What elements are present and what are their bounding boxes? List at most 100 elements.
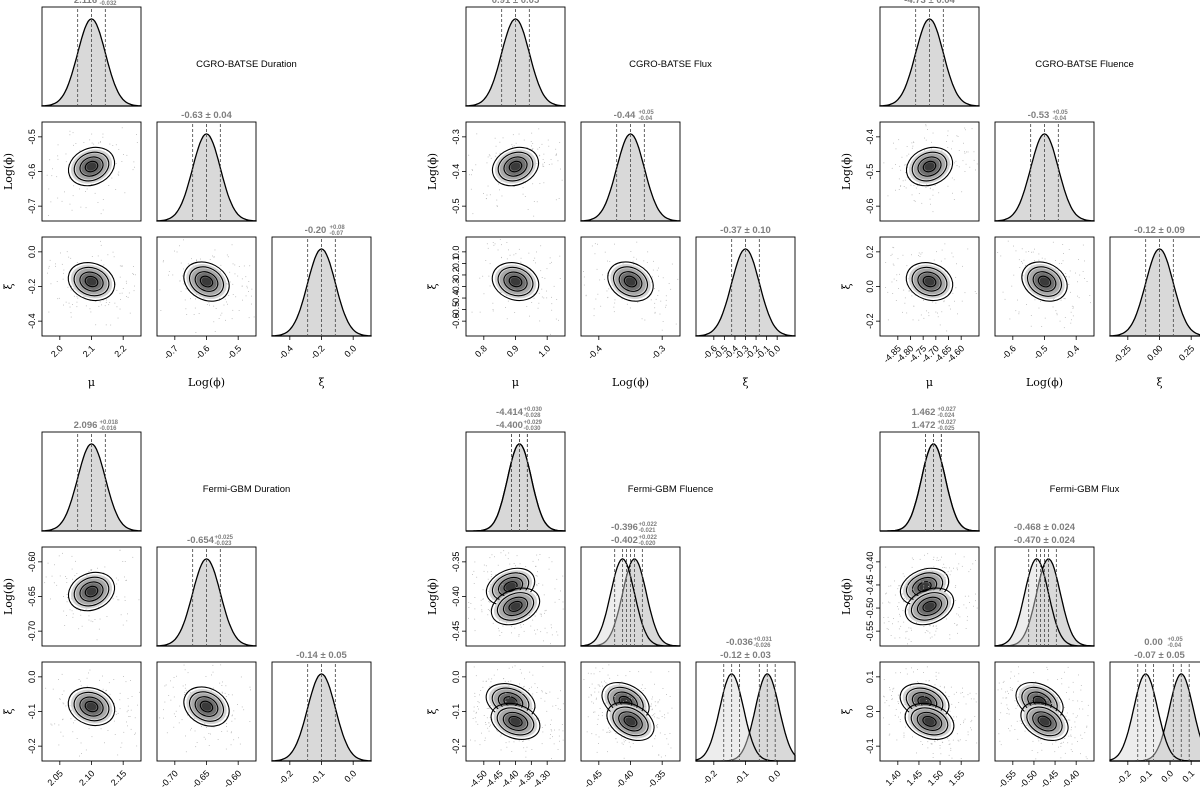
panel-4-cell-2-0-a-sample	[485, 722, 486, 723]
panel-4-cell-2-1-b-sample	[610, 708, 611, 710]
panel-5-cell-2-1-b-sample	[1035, 688, 1037, 690]
panel-5-cell-2-1-a-sample	[1006, 704, 1008, 706]
panel-5-cell-2-1-a-sample	[1061, 683, 1063, 685]
panel-3-cell-1-0-sample	[71, 610, 73, 612]
panel-0-cell-1-0-sample	[46, 174, 48, 176]
panel-2-cell-2-1-sample	[1055, 260, 1056, 261]
panel-0-cell-2-1-sample	[159, 289, 161, 291]
panel-1-cell-1-1: -0.44 +0.05-0.04	[580, 110, 681, 222]
panel-3-cell-2-0-sample	[100, 728, 102, 730]
panel-2-cell-1-0-sample	[957, 136, 959, 137]
panel-3-cell-2-0-sample	[88, 728, 90, 730]
panel-5-cell-2-1-b-sample	[1058, 746, 1059, 748]
panel-2-cell-1-0-sample	[962, 160, 964, 162]
panel-5-cell-2-1-b-contour-3	[1037, 715, 1052, 728]
panel-3-cell-1-0-sample	[104, 566, 106, 568]
panel-4-cell-1-0-b-sample	[472, 574, 473, 575]
panel-4-cell-1-0-b-sample	[536, 594, 538, 596]
panel-4-cell-2-1-b-sample	[646, 710, 647, 712]
panel-4-cell-2-0-b-sample	[474, 717, 476, 719]
panel-1-cell-1-0-sample	[536, 201, 538, 203]
panel-4-cell-2-1-a-sample	[656, 717, 658, 719]
panel-2-cell-1-0-sample	[951, 148, 952, 150]
panel-4-cell-1-0-a-sample	[494, 556, 495, 558]
panel-1-cell-0-0: 0.91 ± 0.05	[465, 0, 566, 107]
panel-0-cell-2-1-sample	[229, 281, 231, 283]
panel-1-cell-2-0-sample	[543, 297, 545, 299]
panel-2-cell-1-0-sample	[965, 129, 966, 131]
panel-3-cell-2-1-sample	[228, 694, 230, 696]
panel-4-cell-2-1-b-sample	[598, 714, 600, 716]
panel-3-cell-2-1-sample	[226, 723, 227, 724]
panel-2-cell-1-0-sample	[921, 202, 923, 204]
panel-3-cell-2-1-sample	[224, 720, 225, 722]
panel-5-cell-2-0-a-sample	[917, 681, 918, 683]
panel-4-cell-1-0-b-sample	[558, 599, 560, 600]
panel-5-cell-1-0-b-sample	[963, 604, 965, 606]
panel-5-cell-2-1-b-sample	[1001, 688, 1003, 690]
panel-2-cell-2-0-contour-3	[922, 275, 937, 288]
panel-1-cell-2-1-sample	[668, 283, 670, 284]
panel-1-cell-1-0-sample	[472, 213, 474, 215]
panel-4-cell-2-1-b-sample	[666, 738, 668, 740]
panel-3-cell-2-1-sample	[181, 719, 183, 721]
panel-1-cell-1-0-sample	[527, 209, 529, 210]
panel-3-cell-2-0-contour-2	[79, 696, 104, 717]
panel-1-cell-1-0-sample	[542, 159, 544, 160]
panel-4-cell-0-0-a-annotation-plus: +0.030	[524, 407, 543, 413]
panel-1-cell-1-0-sample	[511, 144, 513, 146]
panel-4-cell-2-0-a-sample	[549, 691, 551, 693]
panel-1-cell-2-1-sample	[633, 256, 635, 258]
panel-3-cell-2-0-sample	[61, 673, 63, 675]
panel-1-cell-2-0-sample	[499, 291, 501, 293]
panel-3-cell-2-0-sample	[134, 717, 136, 719]
panel-1-cell-2-0-sample	[541, 296, 543, 298]
panel-4-cell-2-1-b-sample	[628, 690, 629, 691]
panel-4-cell-1-0-b-contour-2	[502, 596, 529, 617]
panel-4-cell-2-0-b-sample	[507, 697, 509, 699]
panel-0-cell-2-1-sample	[195, 298, 196, 300]
panel-0-cell-2-1-sample	[231, 318, 233, 320]
panel-2-cell-2-1-sample	[1000, 255, 1002, 257]
panel-4-cell-2-1-b-sample	[658, 717, 660, 719]
panel-4-cell-2-1-b-sample	[638, 696, 640, 698]
panel-5-cell-2-1-b-sample	[1071, 743, 1073, 745]
panel-2-cell-2-1-sample	[1044, 258, 1046, 260]
panel-5-cell-2-0-a-sample	[934, 684, 936, 686]
panel-4-cell-1-0-b-sample	[562, 601, 564, 603]
panel-1-cell-1-0-contour-2	[503, 156, 528, 177]
panel-2-cell-1-1-annotation-median: -0.53	[1028, 110, 1050, 121]
panel-3-cell-1-0-contour-0	[67, 571, 116, 612]
panel-0-cell-2-1-sample	[176, 251, 178, 253]
panel-0-cell-2-1-sample	[231, 244, 233, 246]
panel-4-cell-2-0-b-sample	[562, 703, 564, 705]
panel-2-cell-2-0-sample	[944, 243, 946, 245]
panel-4-cell-2-0-b-sample	[529, 708, 531, 709]
panel-4-cell-2-0-b-sample	[561, 724, 563, 725]
panel-4-cell-2-0-b-sample	[550, 734, 551, 735]
panel-3-cell-2-1-sample	[190, 692, 192, 693]
panel-4-cell-2-0-b-sample	[485, 724, 487, 725]
panel-4-cell-2-0-b-sample	[521, 692, 523, 694]
panel-4-cell-2-0-b-sample	[496, 729, 497, 731]
panel-1-cell-1-0-sample	[494, 155, 496, 157]
panel-4-cell-2-0-b-density-3	[510, 717, 521, 726]
panel-4-cell-1-0-a-sample	[537, 571, 538, 573]
panel-1-cell-2-1-sample	[609, 261, 611, 262]
panel-5-cell-2-0: 1.401.451.501.55μ0.10.0-0.1ξ	[840, 661, 980, 788]
panel-4-cell-2-1-b-sample	[594, 687, 596, 689]
panel-5-cell-1-0-a-sample	[939, 559, 941, 561]
panel-2-cell-1-0-sample	[952, 192, 953, 194]
panel-2-cell-2-0-sample	[954, 300, 955, 302]
panel-4-cell-2-0-b-sample	[557, 749, 559, 750]
panel-0-cell-2-0-sample	[129, 312, 131, 314]
panel-3-cell-1-0-sample	[69, 609, 71, 611]
panel-3-cell-2-0-sample	[102, 675, 103, 677]
panel-0-cell-2-0-sample	[105, 302, 107, 303]
panel-0-cell-2-0-density-3	[86, 277, 97, 286]
panel-5-cell-2-1-b-sample	[1050, 703, 1052, 705]
panel-0-cell-2-0-sample	[62, 278, 64, 280]
panel-1-cell-2-1-sample	[597, 293, 599, 295]
panel-5-cell-2-1-xaxis-ticklabel-3: -0.40	[1060, 768, 1082, 790]
panel-4-cell-2-0-b-sample	[541, 743, 543, 745]
